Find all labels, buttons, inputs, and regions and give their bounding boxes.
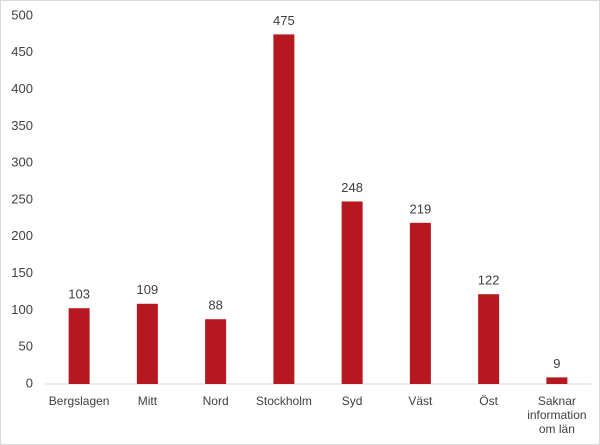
y-tick-label: 200 bbox=[11, 228, 33, 243]
y-tick-label: 100 bbox=[11, 302, 33, 317]
x-tick-label: Stockholm bbox=[255, 394, 312, 408]
data-label: 88 bbox=[208, 298, 222, 313]
x-tick-label: Saknar information om län bbox=[527, 394, 587, 436]
y-tick-label: 150 bbox=[11, 265, 33, 280]
data-label: 109 bbox=[137, 282, 159, 297]
y-tick-label: 50 bbox=[19, 339, 33, 354]
data-label: 122 bbox=[478, 273, 500, 288]
y-tick-label: 300 bbox=[11, 155, 33, 170]
bar bbox=[341, 201, 363, 384]
x-tick-label: Mitt bbox=[137, 394, 158, 408]
x-tick-label: Syd bbox=[341, 394, 363, 408]
bar bbox=[68, 308, 90, 384]
data-label: 475 bbox=[273, 13, 295, 28]
y-tick-label: 500 bbox=[11, 7, 33, 22]
bar bbox=[273, 34, 295, 385]
x-tick-label: Väst bbox=[408, 394, 433, 408]
y-tick-label: 350 bbox=[11, 118, 33, 133]
bar bbox=[478, 294, 500, 384]
y-tick-label: 0 bbox=[26, 375, 33, 390]
bar bbox=[546, 377, 568, 384]
data-label: 219 bbox=[410, 201, 432, 216]
x-tick-label: Öst bbox=[479, 394, 498, 408]
bar bbox=[205, 319, 227, 384]
y-tick-label: 400 bbox=[11, 81, 33, 96]
bar bbox=[409, 222, 431, 384]
bar bbox=[136, 303, 158, 384]
x-tick-label: Bergslagen bbox=[48, 394, 110, 408]
data-label: 103 bbox=[68, 287, 90, 302]
y-tick-label: 250 bbox=[11, 191, 33, 206]
data-label: 9 bbox=[553, 356, 560, 371]
x-tick-label: Nord bbox=[202, 394, 229, 408]
data-label: 248 bbox=[341, 180, 363, 195]
y-tick-label: 450 bbox=[11, 44, 33, 59]
